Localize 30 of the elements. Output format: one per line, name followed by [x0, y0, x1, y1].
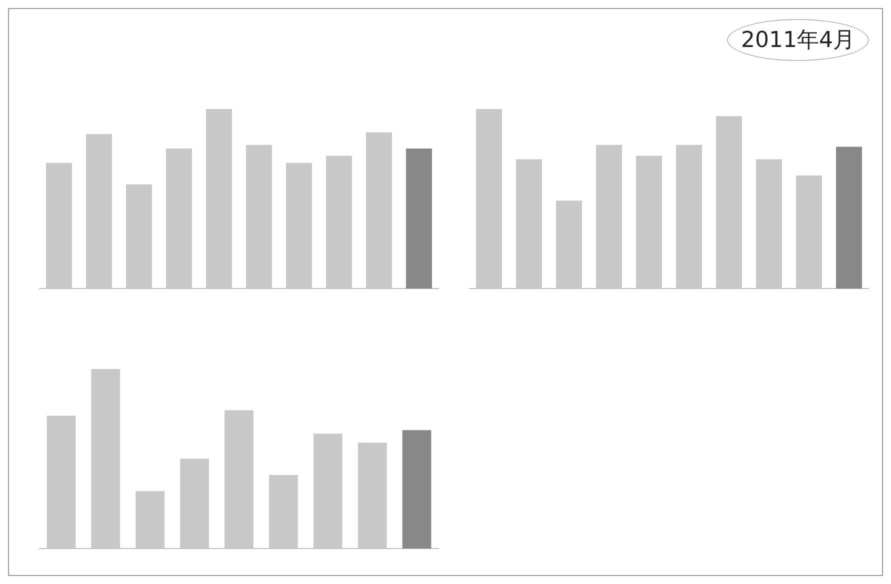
bar — [596, 144, 622, 289]
bar — [556, 200, 582, 289]
bar — [516, 159, 542, 289]
bar — [86, 134, 112, 289]
bar — [269, 474, 298, 549]
bar — [366, 132, 392, 289]
bar — [402, 430, 432, 549]
bar — [91, 369, 120, 549]
bar — [836, 146, 862, 289]
text: 2011年4月 — [741, 28, 855, 53]
bar — [313, 434, 342, 549]
bar — [46, 162, 72, 289]
bar — [358, 442, 387, 549]
bar — [676, 144, 702, 289]
bar — [636, 156, 662, 289]
bar — [246, 144, 272, 289]
bar — [224, 410, 254, 549]
bar — [406, 148, 432, 289]
bar — [716, 116, 742, 289]
bar — [476, 109, 502, 289]
bar — [126, 184, 152, 289]
bar — [166, 148, 192, 289]
bar — [180, 458, 209, 549]
bar — [286, 162, 312, 289]
bar — [136, 491, 165, 549]
bar — [756, 159, 782, 289]
bar — [326, 156, 352, 289]
bar — [796, 175, 822, 289]
bar — [46, 416, 76, 549]
bar — [206, 109, 232, 289]
